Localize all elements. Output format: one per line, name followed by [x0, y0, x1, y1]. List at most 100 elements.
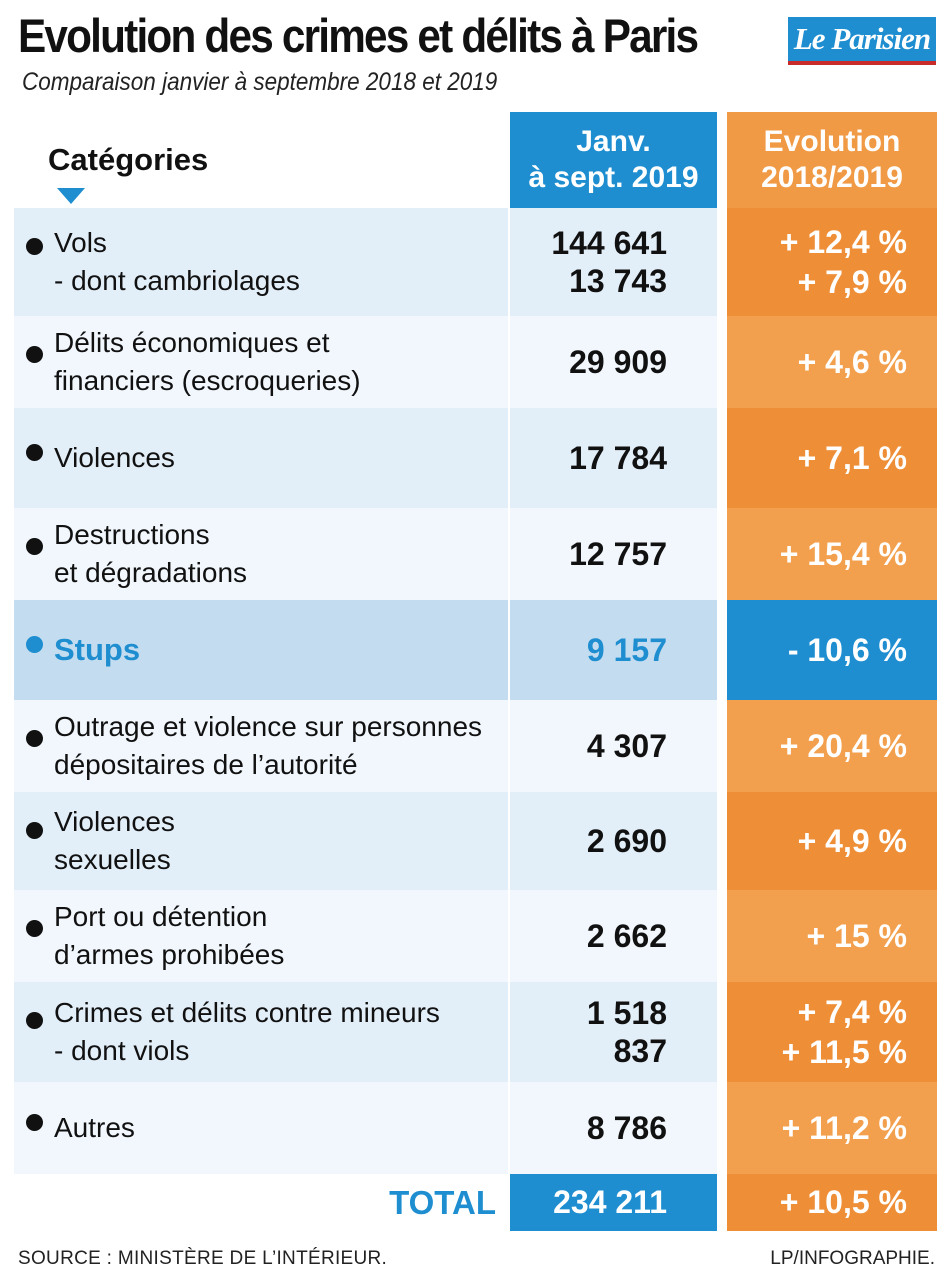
table-row: Délits économiques et financiers (escroqu…	[0, 316, 949, 408]
category-line: et dégradations	[54, 557, 248, 588]
row-value: 9 157	[510, 600, 717, 700]
row-value: 8 786	[510, 1082, 717, 1174]
table-row: Destructions et dégradations 12 757 + 15,4 …	[0, 508, 949, 600]
row-category: Violences sexuelles	[14, 792, 508, 890]
row-evolution: + 7,4 % + 11,5 %	[727, 982, 937, 1082]
page-title: Evolution des crimes et délits à Paris	[18, 9, 699, 62]
row-category: Délits économiques et financiers (escroqu…	[14, 316, 508, 408]
category-line: - dont viols	[54, 1035, 190, 1066]
page-subtitle: Comparaison janvier à septembre 2018 et …	[22, 68, 498, 96]
evolution-line: + 11,5 %	[781, 1034, 907, 1070]
category-line: sexuelles	[54, 844, 171, 875]
bullet-icon	[26, 730, 43, 747]
category-line: Autres	[54, 1112, 135, 1143]
value-line: 13 743	[569, 263, 667, 299]
evolution-line: + 7,4 %	[797, 994, 907, 1030]
row-value: 4 307	[510, 700, 717, 792]
total-label: TOTAL	[389, 1184, 496, 1221]
category-line: Destructions	[54, 519, 210, 550]
row-value: 1 518 837	[510, 982, 717, 1082]
bullet-icon	[26, 920, 43, 937]
row-value: 17 784	[510, 408, 717, 508]
table-row: Port ou détention d’armes prohibées 2 662 +…	[0, 890, 949, 982]
column-header-period: Janv. à sept. 2019	[510, 112, 717, 208]
row-evolution: + 15 %	[727, 890, 937, 982]
bullet-icon	[26, 238, 43, 255]
row-category: Port ou détention d’armes prohibées	[14, 890, 508, 982]
evolution-line: + 20,4 %	[779, 728, 907, 764]
value-line: 2 662	[586, 918, 667, 954]
evolution-line: + 7,9 %	[797, 264, 907, 300]
value-line: 12 757	[569, 536, 667, 572]
source-note: SOURCE : MINISTÈRE DE L’INTÉRIEUR.	[18, 1248, 388, 1269]
evolution-line: - 10,6 %	[787, 632, 907, 668]
bullet-icon	[26, 444, 43, 461]
value-line: 837	[613, 1033, 667, 1069]
table-row: Violences 17 784 + 7,1 %	[0, 408, 949, 508]
category-line: Stups	[54, 632, 141, 667]
total-evolution: + 10,5 %	[727, 1174, 937, 1231]
evolution-line: + 12,4 %	[779, 224, 907, 260]
row-category: Destructions et dégradations	[14, 508, 508, 600]
value-line: 144 641	[551, 225, 667, 261]
evolution-line: + 11,2 %	[781, 1110, 907, 1146]
row-evolution: + 4,6 %	[727, 316, 937, 408]
table-row: Autres 8 786 + 11,2 %	[0, 1082, 949, 1174]
credit-note: LP/INFOGRAPHIE.	[770, 1248, 935, 1269]
evolution-line: + 4,9 %	[797, 823, 907, 859]
triangle-down-icon	[57, 188, 85, 204]
column-header-period-line1: Janv.	[576, 125, 651, 158]
table-row: Violences sexuelles 2 690 + 4,9 %	[0, 792, 949, 890]
row-evolution: + 7,1 %	[727, 408, 937, 508]
row-evolution: + 4,9 %	[727, 792, 937, 890]
value-line: 2 690	[586, 823, 667, 859]
table-row: Stups 9 157 - 10,6 %	[0, 600, 949, 700]
bullet-icon	[26, 636, 43, 653]
category-line: Violences	[54, 442, 175, 473]
table-row: Crimes et délits contre mineurs - dont vi…	[0, 982, 949, 1082]
row-category: Autres	[14, 1082, 508, 1174]
category-line: d’armes prohibées	[54, 939, 285, 970]
category-line: financiers (escroqueries)	[54, 365, 361, 396]
bullet-icon	[26, 1114, 43, 1131]
category-line: Violences	[54, 806, 175, 837]
bullet-icon	[26, 346, 43, 363]
column-header-categories: Catégories	[48, 142, 209, 177]
value-line: 8 786	[586, 1110, 667, 1146]
category-line: Vols	[54, 227, 107, 258]
table-row: Outrage et violence sur personnes déposit…	[0, 700, 949, 792]
row-evolution: + 11,2 %	[727, 1082, 937, 1174]
row-evolution: + 15,4 %	[727, 508, 937, 600]
evolution-line: + 4,6 %	[797, 344, 907, 380]
column-header-period-line2: à sept. 2019	[528, 161, 699, 194]
total-value: 234 211	[510, 1174, 717, 1231]
evolution-line: + 7,1 %	[797, 440, 907, 476]
category-line: Outrage et violence sur personnes	[54, 711, 483, 742]
table-row: Vols - dont cambriolages 144 641 13 743 + 12…	[0, 208, 949, 316]
evolution-line: + 15,4 %	[779, 536, 907, 572]
value-line: 29 909	[569, 344, 667, 380]
column-header-evolution-line1: Evolution	[763, 125, 901, 158]
row-evolution: + 20,4 %	[727, 700, 937, 792]
category-line: - dont cambriolages	[54, 265, 300, 296]
row-category: Outrage et violence sur personnes déposit…	[14, 700, 508, 792]
row-category: Crimes et délits contre mineurs - dont vi…	[14, 982, 508, 1082]
row-value: 29 909	[510, 316, 717, 408]
category-line: dépositaires de l’autorité	[54, 749, 358, 780]
category-line: Port ou détention	[54, 901, 268, 932]
row-value: 144 641 13 743	[510, 208, 717, 316]
value-line: 1 518	[586, 995, 667, 1031]
bullet-icon	[26, 1012, 43, 1029]
bullet-icon	[26, 538, 43, 555]
le-parisien-logo: Le Parisien	[788, 17, 936, 65]
row-evolution: - 10,6 %	[727, 600, 937, 700]
category-line: Délits économiques et	[54, 327, 330, 358]
evolution-line: + 15 %	[806, 918, 907, 954]
row-value: 2 690	[510, 792, 717, 890]
row-value: 12 757	[510, 508, 717, 600]
column-header-evolution: Evolution 2018/2019	[727, 112, 937, 208]
column-header-evolution-line2: 2018/2019	[761, 161, 903, 194]
value-line: 4 307	[586, 728, 667, 764]
bullet-icon	[26, 822, 43, 839]
row-category: Violences	[14, 408, 508, 508]
